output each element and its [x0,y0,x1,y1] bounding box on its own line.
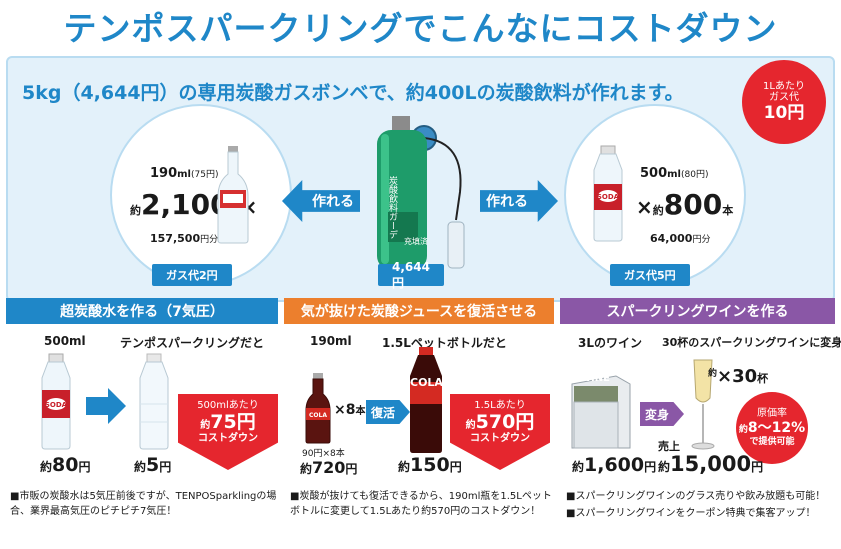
badge-line1: 1Lあたり [763,80,805,92]
badge-line2: ガス代 [769,92,799,104]
s2-saving-value: 約570円 [465,410,535,433]
s1-soda-bottle-icon: SODA [41,353,71,450]
wine-box-icon [571,375,631,449]
s2-cola-small-text: COLA [309,412,327,419]
s2-left-price: 約720円 [300,458,358,477]
cylinder-price: 4,644円 [378,260,444,290]
s1-clear-bottle-icon [139,353,169,450]
cost-value: 約8〜12% [738,420,806,437]
s1-left-price: 約80円 [40,454,91,476]
cost-ratio-badge: 原価率 約8〜12% で提供可能 [736,392,808,464]
s2-cola-label: COLA [410,376,443,389]
badge-price: 10円 [763,102,805,123]
s1-arrow-icon [86,388,126,424]
s3-right-label: 30杯のスパークリングワインに変身 [662,336,841,349]
s1-right-label: テンポスパークリングだと [120,336,265,350]
intro-text: 5kg（4,644円）の専用炭酸ガスボンベで、約400Lの炭酸飲料が作れます。 [22,82,684,104]
right-size: 500ml(80円) [640,166,709,181]
glass-bottle-icon [217,146,249,244]
wine-box-label: WINE [580,373,610,384]
s3-sales-price: 約15,000円 [658,452,764,476]
s3-note-1: ■スパークリングワインのグラス売りや飲み放題も可能！ [566,491,826,502]
page-title: テンポスパークリングでこんなにコストダウン [63,9,778,48]
s2-saving-line3: コストダウン [470,433,530,445]
s1-right-price: 約5円 [134,454,172,476]
s2-left-calc: 90円×8本 [302,449,345,459]
s2-right-label: 1.5Lペットボトルだと [382,336,507,350]
soda-bottle-icon: SODA [593,145,623,242]
cost-line1: 原価率 [757,408,787,420]
section3-header: スパークリングワインを作る [560,298,835,324]
left-total: 157,500円分 [150,232,219,245]
s2-saving-line1: 1.5Lあたり [474,400,526,411]
section2-header: 気が抜けた炭酸ジュースを復活させる [284,298,554,324]
s2-saving-arrow: 1.5Lあたり 約570円 コストダウン [450,394,550,470]
s3-times: 約×30杯 [708,366,769,387]
s1-left-label: 500ml [44,334,86,348]
s1-saving-line1: 500mlあたり [197,400,259,411]
champagne-glass-icon [691,359,715,450]
s1-saving-value: 約75円 [200,410,256,433]
s2-revive-arrow: 復活 [366,400,410,424]
right-total: 64,000円分 [650,232,711,245]
left-size: 190ml(75円) [150,166,219,181]
s3-sales-label: 売上 [658,440,680,453]
s1-saving-arrow: 500mlあたり 約75円 コストダウン [178,394,278,470]
s2-cola-bottle-icon: COLA [305,373,331,444]
s2-pet-cola-icon [410,347,442,453]
s2-right-price: 約150円 [398,454,462,476]
gas-cost-per-liter-badge: 1Lあたり ガス代 10円 [742,60,826,144]
s1-saving-line3: コストダウン [198,433,258,445]
s1-note: ■市販の炭酸水は5気圧前後ですが、TENPOSparklingの場合、業界最高気… [10,491,277,517]
gas-cylinder-icon [377,116,465,270]
s2-times: ×8本 [334,402,366,418]
cylinder-text: 炭酸飲料ガーデ [387,176,397,239]
s3-left-label: 3Lのワイン [578,336,642,350]
s3-left-price: 約1,600円 [572,454,657,476]
cylinder-sub: 充填済 [404,237,428,246]
left-gas-badge: ガス代2円 [152,264,232,286]
right-gas-badge: ガス代5円 [610,264,690,286]
s3-transform-arrow: 変身 [640,402,684,426]
right-count: ×約800本 [636,188,734,221]
section1-header: 超炭酸水を作る（7気圧） [6,298,278,324]
s3-note-2: ■スパークリングワインをクーポン特典で集客アップ！ [566,508,816,519]
cost-line3: で提供可能 [749,437,795,447]
s2-note: ■炭酸が抜けても復活できるから、190ml瓶を1.5Lペットボトルに変更して1.… [290,491,552,517]
s2-left-label: 190ml [310,334,352,348]
left-circle [110,104,292,286]
svg-text:SODA: SODA [597,193,620,201]
svg-text:SODA: SODA [45,401,68,409]
